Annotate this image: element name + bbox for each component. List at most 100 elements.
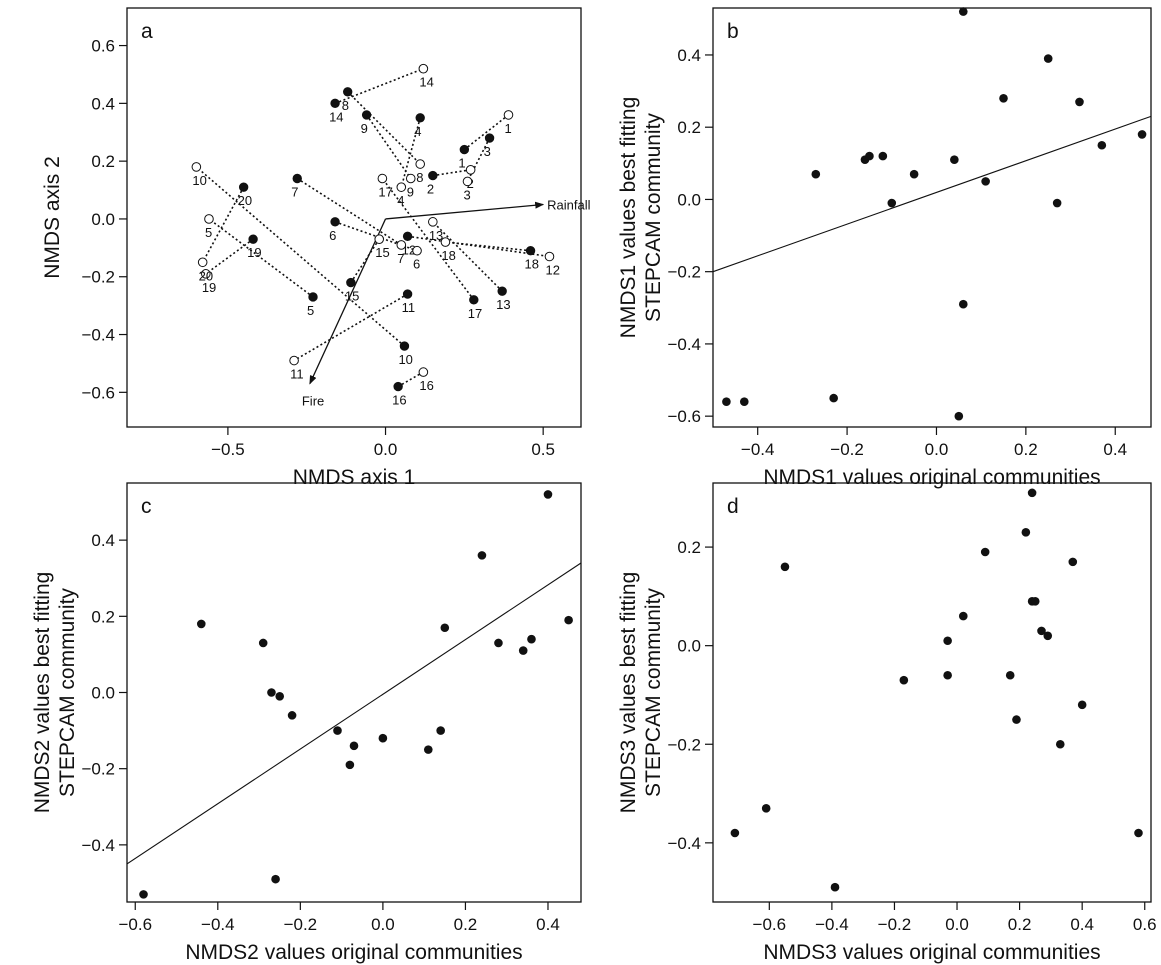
y-tick-label: −0.6 bbox=[667, 407, 701, 426]
open-point bbox=[465, 165, 476, 175]
data-point bbox=[1027, 488, 1037, 498]
data-point bbox=[878, 151, 888, 161]
open-point bbox=[405, 173, 416, 184]
data-point bbox=[477, 551, 487, 560]
y-tick-label: 0.2 bbox=[677, 538, 701, 557]
filled-point bbox=[330, 217, 340, 227]
data-point bbox=[1005, 670, 1015, 680]
point-label: 4 bbox=[414, 124, 421, 139]
data-point bbox=[943, 670, 952, 680]
data-point bbox=[378, 733, 388, 743]
open-point bbox=[544, 251, 555, 262]
point-label: 16 bbox=[392, 393, 406, 408]
data-point bbox=[287, 711, 297, 720]
data-point bbox=[1068, 557, 1078, 567]
data-point bbox=[761, 804, 771, 813]
open-point bbox=[377, 173, 388, 184]
point-label: 19 bbox=[247, 245, 261, 260]
data-point bbox=[943, 636, 952, 646]
x-tick-label: 0.4 bbox=[1103, 440, 1127, 459]
point-label: 13 bbox=[496, 297, 510, 312]
data-point bbox=[258, 638, 268, 648]
pair-connector bbox=[208, 218, 314, 298]
panel-letter: a bbox=[141, 20, 153, 43]
plot-frame bbox=[712, 7, 1152, 428]
pair-connector bbox=[347, 91, 421, 165]
open-point bbox=[418, 63, 429, 74]
x-axis-label: NMDS axis 1 bbox=[293, 466, 416, 489]
x-tick-label: −0.4 bbox=[815, 915, 849, 934]
x-tick-label: 0.0 bbox=[925, 440, 949, 459]
data-point bbox=[899, 675, 909, 685]
open-point bbox=[440, 237, 451, 247]
point-label: 13 bbox=[429, 228, 443, 243]
data-point bbox=[518, 646, 528, 655]
point-label: 10 bbox=[398, 352, 412, 367]
point-label: 20 bbox=[199, 268, 213, 283]
plot-frame bbox=[126, 7, 582, 428]
panel-letter: b bbox=[727, 20, 739, 43]
filled-point bbox=[459, 144, 470, 155]
point-label: 11 bbox=[402, 300, 416, 315]
data-point bbox=[333, 726, 342, 735]
data-point bbox=[722, 397, 731, 407]
point-label: 15 bbox=[345, 289, 359, 304]
data-point bbox=[780, 562, 790, 572]
pair-connector bbox=[397, 371, 424, 388]
point-label: 5 bbox=[205, 225, 212, 240]
point-label: 18 bbox=[441, 248, 455, 263]
y-tick-label: 0.4 bbox=[91, 531, 115, 550]
data-point bbox=[950, 155, 959, 165]
point-label: 6 bbox=[329, 228, 336, 243]
open-point bbox=[289, 355, 299, 366]
point-label: 11 bbox=[290, 367, 304, 382]
filled-point bbox=[402, 231, 413, 241]
x-tick-label: 0.5 bbox=[531, 440, 555, 459]
point-label: 7 bbox=[397, 251, 404, 266]
data-point bbox=[349, 741, 359, 751]
point-label: 12 bbox=[545, 263, 559, 278]
data-point bbox=[980, 547, 990, 557]
point-label: 10 bbox=[192, 173, 206, 188]
point-label: 14 bbox=[419, 75, 433, 90]
plot-frame bbox=[126, 482, 582, 903]
data-point bbox=[739, 397, 749, 407]
panel-a: −0.5 0.0 0.5 −0.6 −0.4 −0.2 0.0 0.2 0.4 0.6 NMDS a… bbox=[41, 7, 591, 489]
point-label: 9 bbox=[361, 121, 368, 136]
plot-frame bbox=[712, 482, 1152, 903]
data-point bbox=[1077, 700, 1087, 710]
pair-connector bbox=[293, 293, 409, 362]
pair-connector bbox=[400, 117, 421, 188]
y-tick-label: 0.2 bbox=[677, 118, 701, 137]
y-tick-label: −0.2 bbox=[81, 760, 115, 779]
filled-point bbox=[342, 87, 353, 97]
filled-point bbox=[308, 292, 318, 302]
data-point bbox=[1012, 715, 1021, 724]
vector-fire bbox=[309, 218, 387, 385]
y-tick-label: 0.0 bbox=[677, 190, 701, 209]
x-axis-label: NMDS2 values original communities bbox=[185, 941, 522, 964]
data-point bbox=[139, 890, 148, 899]
y-axis-label: NMDS2 values best fittingSTEPCAM communi… bbox=[31, 572, 79, 814]
data-point bbox=[981, 177, 990, 186]
data-point bbox=[271, 874, 280, 884]
filled-point bbox=[361, 110, 372, 120]
y-axis-label: NMDS axis 2 bbox=[41, 156, 64, 279]
vector-label-fire: Fire bbox=[302, 394, 324, 409]
data-point bbox=[1134, 828, 1143, 838]
pair-connector bbox=[205, 238, 254, 275]
filled-point bbox=[346, 277, 356, 288]
y-tick-label: 0.0 bbox=[677, 637, 701, 656]
x-axis-label: NMDS3 values original communities bbox=[763, 941, 1100, 964]
point-label: 19 bbox=[202, 280, 216, 295]
pair-connector bbox=[365, 114, 412, 179]
data-point bbox=[1097, 140, 1107, 150]
point-label: 3 bbox=[464, 187, 471, 202]
x-tick-label: −0.6 bbox=[118, 915, 152, 934]
data-point bbox=[494, 638, 503, 648]
data-point bbox=[1137, 130, 1147, 139]
data-point bbox=[275, 692, 285, 701]
pair-connector bbox=[201, 186, 245, 263]
x-tick-label: 0.4 bbox=[536, 915, 560, 934]
fit-line bbox=[712, 115, 1152, 273]
